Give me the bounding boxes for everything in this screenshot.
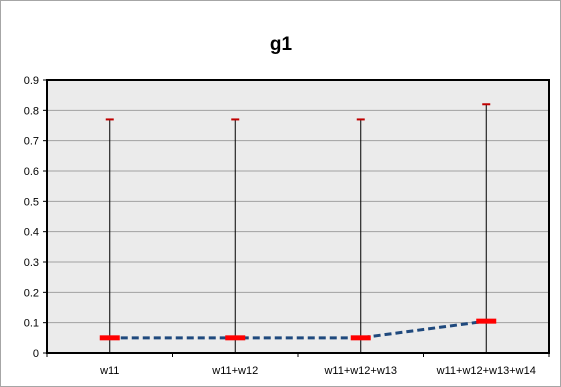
y-tick-label: 0.7 [24, 136, 39, 148]
plot-background [47, 80, 549, 353]
y-tick-label: 0.9 [24, 75, 39, 87]
y-tick-label: 0.2 [24, 287, 39, 299]
plot-area: 0 0.1 0.2 0.3 0.4 0.5 0.6 0.7 0.8 0.9 w11 w11+w12 w1… [24, 75, 550, 377]
data-point [99, 335, 120, 341]
plot-border [46, 79, 550, 354]
y-tick-label: 0.1 [24, 318, 39, 330]
y-tick-label: 0 [33, 348, 39, 360]
x-tick-label: w11+w12+w13 [323, 365, 397, 377]
x-tick-label: w11+w12 [211, 365, 258, 377]
data-point [476, 318, 497, 324]
y-tick-label: 0.3 [24, 257, 39, 269]
data-point [350, 335, 371, 341]
series-line [109, 319, 487, 340]
y-tick-label: 0.8 [24, 105, 39, 117]
y-tick-label: 0.6 [24, 166, 39, 178]
x-tick-label: w11 [99, 365, 119, 377]
data-point [225, 335, 246, 341]
x-tick-label: w11+w12+w13+w14 [436, 365, 536, 377]
y-tick-label: 0.5 [24, 196, 39, 208]
y-tick-label: 0.4 [24, 227, 39, 239]
chart-title: g1 [270, 34, 293, 55]
